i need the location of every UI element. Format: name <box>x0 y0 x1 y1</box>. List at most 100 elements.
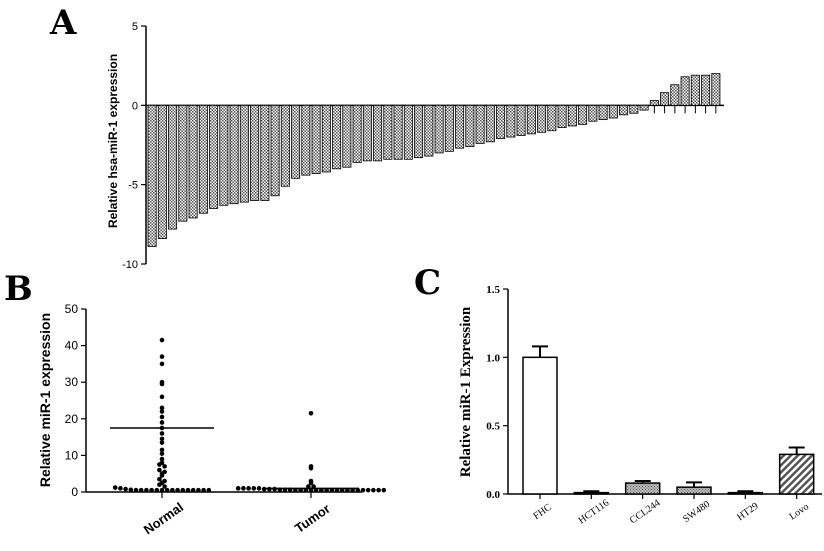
chart-a-bar <box>711 73 721 106</box>
chart-a-bar <box>547 104 557 132</box>
chart-b-point <box>206 487 212 493</box>
chart-b-point <box>256 486 262 491</box>
chart-b-point <box>201 487 206 493</box>
chart-a-bar <box>485 104 495 143</box>
chart-b-point <box>175 487 180 493</box>
chart-b-point <box>159 451 165 456</box>
chart-b-y-tick-label: 10 <box>65 448 79 462</box>
chart-b-x-tick-label: Tumor <box>292 501 333 536</box>
chart-b-point <box>159 354 165 359</box>
chart-c: Relative miR-1 Expression 0.0 0.5 1.0 1.5 FH… <box>458 284 822 526</box>
chart-b-point <box>157 462 162 467</box>
chart-b-y-tick-label: 50 <box>65 302 79 316</box>
chart-b-point <box>159 456 165 462</box>
chart-c-bar <box>778 453 815 495</box>
chart-a-bar <box>608 104 618 119</box>
chart-b-point <box>159 405 165 411</box>
chart-a-bar <box>588 104 598 122</box>
chart-a-bar <box>362 104 372 162</box>
chart-b-point <box>154 487 160 493</box>
chart-b-point <box>159 487 165 493</box>
chart-b-point <box>164 487 170 493</box>
chart-a-bar <box>188 104 198 219</box>
chart-a-y-tick-label: -10 <box>122 259 138 271</box>
chart-a-bar <box>701 74 711 106</box>
chart-c-bar <box>727 491 764 495</box>
chart-b-point <box>157 467 162 473</box>
chart-a: Relative hsa-miR-1 expression 5 0 -5 -10 <box>106 21 724 271</box>
chart-b-point <box>170 487 175 493</box>
chart-b-point <box>123 486 128 492</box>
chart-a-bar <box>660 92 670 106</box>
chart-a-bar <box>537 104 547 133</box>
chart-b-y-tick-label: 0 <box>71 485 78 499</box>
chart-a-bar <box>516 104 526 136</box>
chart-b-point <box>190 487 196 493</box>
chart-c-x-tick-label: Lovo <box>787 501 811 522</box>
chart-a-bar <box>260 104 270 201</box>
chart-b-point <box>157 482 162 487</box>
chart-a-bar <box>496 104 506 140</box>
chart-a-bar <box>157 104 167 240</box>
chart-b-point <box>235 486 241 491</box>
chart-a-bar <box>670 84 680 106</box>
chart-b-point <box>112 485 118 490</box>
chart-a-bar <box>506 104 516 138</box>
chart-c-x-tick-label: SW480 <box>681 499 712 525</box>
chart-a-bar <box>198 104 208 214</box>
chart-b-point <box>159 414 165 420</box>
chart-a-bar <box>352 104 362 163</box>
chart-b-point <box>381 487 387 493</box>
panel-label-c: C <box>414 263 441 303</box>
chart-a-bar <box>434 104 444 154</box>
chart-b-point <box>308 411 314 416</box>
chart-b-point <box>157 476 162 482</box>
chart-a-bar <box>178 104 188 222</box>
chart-a-bar <box>393 104 403 160</box>
chart-a-bar <box>280 104 290 187</box>
chart-b-point <box>159 431 165 436</box>
chart-a-bar <box>373 104 383 162</box>
chart-a-bar <box>403 104 413 160</box>
chart-c-bar <box>522 356 558 495</box>
chart-a-bar <box>465 104 475 147</box>
chart-b-point <box>133 487 139 493</box>
chart-b-point <box>251 486 257 491</box>
chart-c-y-tick-label: 1.0 <box>486 352 500 364</box>
panel-label-a: A <box>49 3 77 43</box>
chart-b-y-tick-label: 30 <box>65 375 79 389</box>
chart-a-y-tick-label: 5 <box>132 21 138 33</box>
chart-b-point <box>159 394 165 400</box>
chart-b-point <box>138 487 144 493</box>
chart-b-point <box>159 436 165 442</box>
chart-a-bar <box>239 104 249 203</box>
chart-a-y-tick-label: 0 <box>132 100 138 112</box>
panel-label-b: B <box>4 269 33 309</box>
chart-b-point <box>159 473 165 478</box>
chart-a-bar <box>383 104 393 160</box>
chart-b-point <box>159 381 165 387</box>
chart-b-point <box>149 487 154 493</box>
chart-a-bar <box>342 104 352 168</box>
chart-b-point <box>159 337 165 343</box>
chart-a-bar <box>209 104 219 209</box>
chart-a-bar <box>649 100 659 106</box>
chart-b-point <box>371 487 376 493</box>
chart-a-bar <box>619 104 629 116</box>
chart-b-point <box>144 487 149 493</box>
chart-b-x-tick-label: Normal <box>141 499 186 537</box>
chart-b-point <box>308 465 314 471</box>
chart-a-bar <box>629 104 639 114</box>
chart-b-point <box>162 464 167 469</box>
chart-a-bar <box>526 104 536 135</box>
chart-a-bar <box>270 104 280 197</box>
chart-a-bar <box>680 76 690 106</box>
chart-b-y-axis-title: Relative miR-1 expression <box>37 313 53 487</box>
chart-b: Relative miR-1 expression 0 10 20 30 40 50 Nor… <box>37 302 387 537</box>
chart-b-point <box>360 487 366 493</box>
chart-b-y-tick-label: 20 <box>65 412 79 426</box>
chart-c-y-tick-label: 0.5 <box>486 421 500 433</box>
chart-b-point <box>118 486 123 491</box>
